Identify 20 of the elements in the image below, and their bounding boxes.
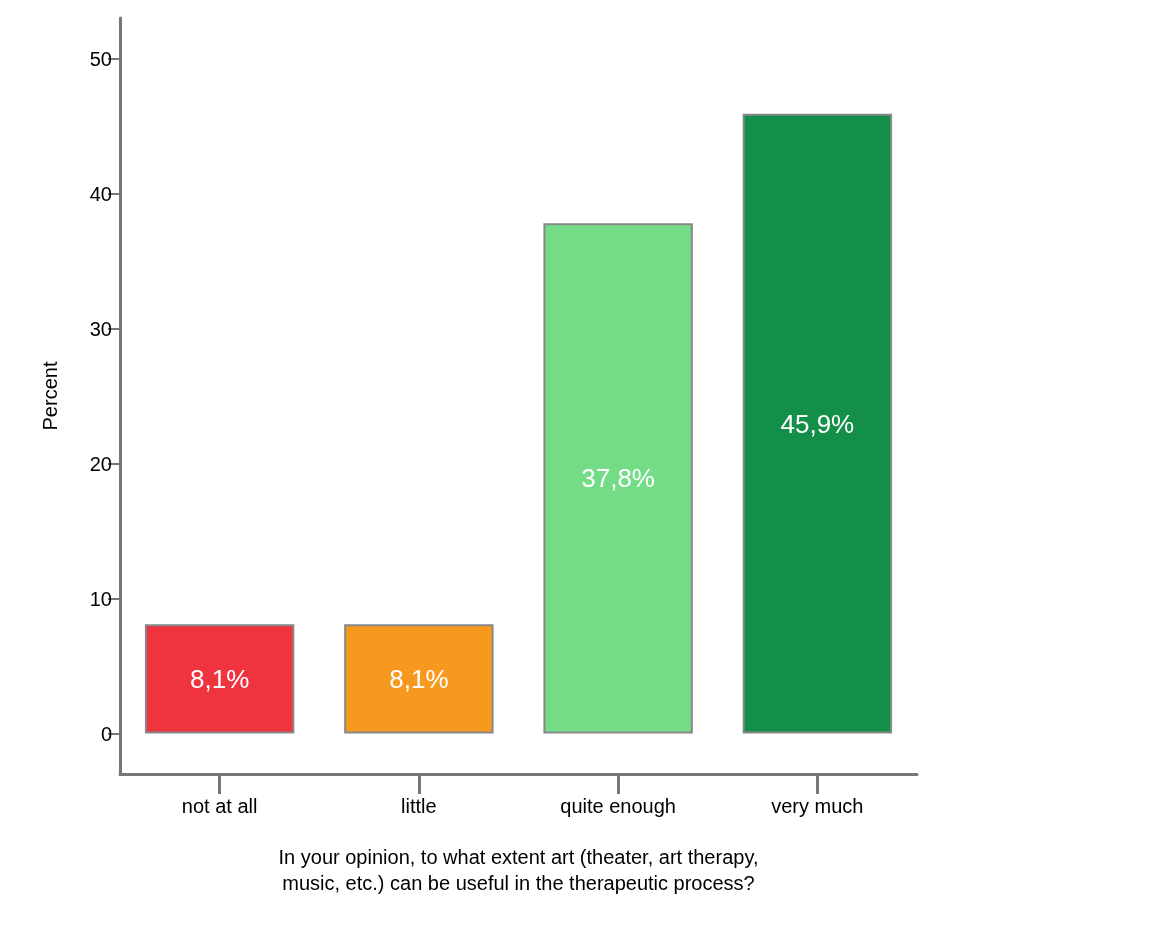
y-axis-title: Percent: [39, 361, 61, 431]
x-tick-label: quite enough: [560, 795, 676, 817]
bar: [344, 624, 494, 734]
y-tick-label: 10: [89, 587, 112, 610]
y-tick-label: 20: [89, 452, 112, 475]
data-label: 8,1%: [189, 663, 250, 694]
x-tick-label: little: [401, 795, 437, 817]
x-axis-title: In your opinion, to what extent art (theater, art therapy, music, etc.) can be useful in the therapeutic process?: [278, 846, 759, 894]
data-label: 8,1%: [389, 663, 449, 694]
bar: [742, 113, 893, 734]
bar: [144, 624, 295, 734]
data-label: 37,8%: [581, 463, 655, 494]
y-tick-label: 0: [100, 722, 112, 745]
x-tick-label: very much: [771, 795, 864, 817]
y-tick-label: 30: [89, 317, 112, 340]
data-label: 45,9%: [780, 408, 855, 439]
y-tick-label: 40: [89, 182, 112, 205]
bar: [543, 223, 693, 734]
x-tick-label: not at all: [181, 795, 258, 817]
y-tick-label: 50: [89, 47, 112, 70]
